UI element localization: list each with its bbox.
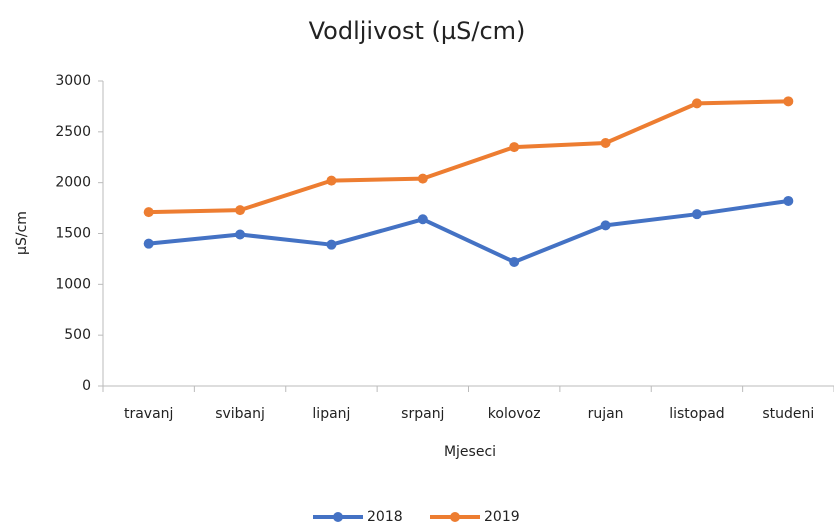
legend-marker [333, 512, 343, 522]
data-point [600, 220, 611, 231]
data-point [783, 96, 794, 107]
y-axis-label: µS/cm [14, 211, 30, 255]
y-tick-label: 2500 [55, 124, 91, 140]
x-tick-label: kolovoz [488, 406, 541, 422]
data-point [235, 205, 246, 216]
data-point [509, 256, 520, 267]
series-line [148, 198, 789, 264]
legend-label: 2018 [367, 509, 403, 524]
data-point [417, 173, 428, 184]
x-tick-label: svibanj [215, 406, 265, 422]
x-tick-label: travanj [124, 406, 173, 422]
data-point [326, 239, 337, 250]
x-tick-label: srpanj [401, 406, 444, 422]
x-tick-label: lipanj [312, 406, 350, 422]
data-point [417, 214, 428, 225]
legend-marker [450, 512, 460, 522]
y-tick-label: 500 [64, 327, 91, 343]
data-point [143, 207, 154, 218]
chart-title: Vodljivost (µS/cm) [309, 17, 526, 45]
data-point [691, 98, 702, 109]
legend-label: 2019 [484, 509, 520, 524]
y-tick-label: 3000 [55, 73, 91, 89]
x-tick-label: rujan [588, 406, 624, 422]
data-point [509, 142, 520, 153]
data-point [691, 209, 702, 220]
data-point [600, 138, 611, 149]
y-tick-label: 0 [82, 378, 91, 394]
data-point [143, 238, 154, 249]
data-point [783, 195, 794, 206]
y-tick-label: 1500 [55, 226, 91, 242]
y-tick-label: 1000 [55, 276, 91, 292]
y-tick-label: 2000 [55, 175, 91, 191]
x-tick-label: listopad [669, 406, 724, 422]
data-point [235, 229, 246, 240]
x-tick-label: studeni [762, 406, 814, 422]
series-line [148, 99, 789, 215]
data-point [326, 175, 337, 186]
x-axis-label: Mjeseci [444, 444, 496, 460]
